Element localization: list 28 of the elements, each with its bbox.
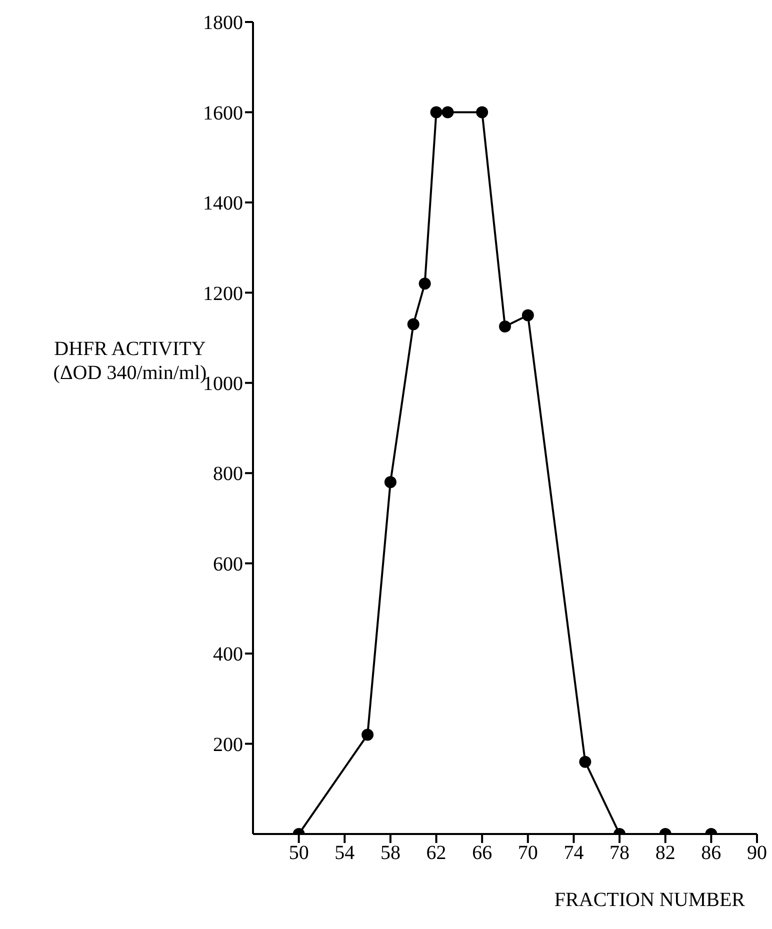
point	[442, 106, 454, 118]
x-tick-label: 50	[288, 842, 309, 864]
point	[384, 476, 396, 488]
y-tick-label: 200	[213, 734, 243, 756]
x-tick-label: 70	[518, 842, 538, 864]
x-tick-label: 74	[564, 842, 584, 864]
point	[407, 318, 420, 330]
x-tick-label: 86	[701, 842, 722, 864]
y-tick-label: 1400	[203, 192, 243, 215]
point	[418, 278, 431, 290]
x-tick-label: 58	[380, 842, 400, 864]
point	[430, 106, 442, 118]
y-tick-label: 400	[213, 644, 243, 666]
y-tick-label: 600	[213, 553, 243, 576]
x-tick-label: 78	[610, 842, 630, 864]
x-tick-label: 82	[655, 842, 676, 864]
x-tick-label: 62	[426, 842, 446, 864]
y-tick-label: 800	[213, 463, 243, 486]
x-tick-label: 90	[747, 842, 767, 864]
x-tick-label: 54	[334, 842, 355, 864]
y-tick-label: 1600	[203, 102, 243, 124]
point	[476, 106, 488, 118]
x-tick-label: 66	[472, 842, 492, 864]
y-tick-label: 1800	[203, 12, 243, 34]
x-axis-title: FRACTION NUMBER	[554, 889, 746, 911]
point	[522, 309, 534, 322]
point	[499, 320, 511, 332]
y-tick-label: 1200	[203, 282, 243, 305]
